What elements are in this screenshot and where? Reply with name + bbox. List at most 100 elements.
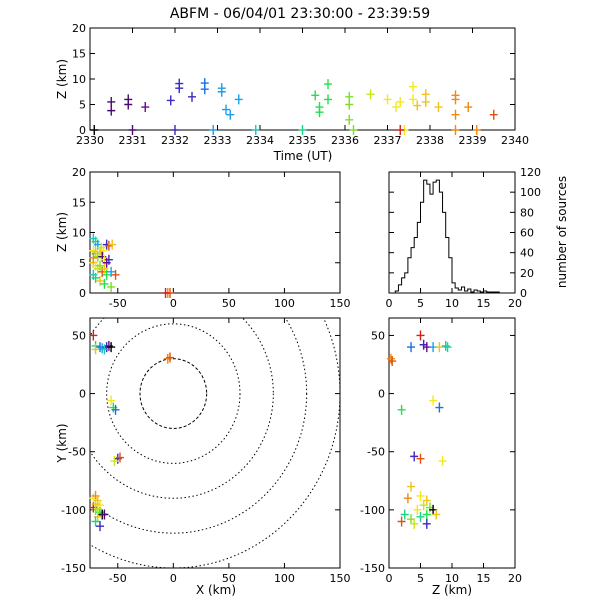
xz-ytick-label: 10 [72,227,86,240]
time-xtick-label: 2338 [416,134,444,147]
zy-source-point [441,340,450,351]
xy-source-point [166,352,174,363]
panel-plan-view: -50 0 50 100 150 -150 -100 -50 0 50 X (km) Y (km) [55,317,351,597]
hist-xtick-label: 10 [445,297,459,310]
xz-xtick-label: 150 [330,297,351,310]
time-xlabel: Time (UT) [273,149,333,163]
hist-ytick-label: 100 [520,186,541,199]
zy-xlabel: Z (km) [432,583,472,597]
zy-xtick-label: 0 [386,572,393,585]
time-ytick-label: 20 [72,22,86,35]
time-source-point [107,105,116,116]
xy-ytick-label: 50 [72,329,86,342]
zy-source-point [435,342,444,353]
xy-source-point [100,344,109,355]
time-source-point [124,99,133,110]
hist-xtick-label: 0 [386,297,393,310]
xy-ylabel: Y (km) [55,423,69,463]
xy-source-point [89,330,98,341]
xy-source-point [91,499,100,510]
time-source-point [315,107,324,118]
xz-source-point [91,272,100,283]
xz-source-point [107,266,116,277]
time-source-point [472,125,481,135]
time-ytick-label: 5 [79,99,86,112]
zy-ytick-label: 50 [371,329,385,342]
time-source-point [409,81,417,92]
hist-ytick-label: 20 [520,267,534,280]
time-source-point [298,125,307,135]
xz-xtick-label: 100 [274,297,295,310]
zy-source-point [403,493,412,504]
time-source-point [209,125,218,135]
xy-source-point [110,456,119,467]
hist-ytick-label: 120 [520,166,541,179]
xy-xtick-label: 150 [330,572,351,585]
xz-source-point [107,281,116,292]
xz-source-point [104,254,113,265]
time-source-point [396,125,405,135]
xy-xtick-label: -50 [109,572,127,585]
panel-time-height: 2330 2331 2332 2333 2334 2335 2336 2337 2338 2339… [55,22,529,163]
xz-xtick-label: -50 [109,297,127,310]
xy-frame [89,317,341,569]
zy-source-point [443,342,452,353]
range-ring [90,318,340,568]
zy-xtick-label: 10 [445,572,459,585]
xy-xtick-label: 50 [222,572,236,585]
zy-source-point [400,509,409,520]
xy-xlabel: X (km) [196,583,236,597]
zy-source-point [422,518,431,529]
xz-source-point [100,278,109,289]
xz-ytick-label: 5 [79,257,86,270]
xy-xtick-label: 0 [170,572,177,585]
time-source-point [345,114,354,125]
xz-source-point [91,246,100,257]
zy-source-point [416,490,425,501]
zy-source-point [386,353,395,364]
xy-xtick-label: 100 [274,572,295,585]
xz-ytick-label: 20 [72,166,86,179]
hist-ytick-label: 40 [520,247,534,260]
xy-ytick-label: -150 [61,562,86,575]
zy-source-point [407,481,416,492]
time-xtick-label: 2335 [289,134,317,147]
zy-source-point [397,404,406,415]
time-ytick-label: 10 [72,73,86,86]
panel-x-height: -50 0 50 100 150 0 5 10 15 20 Z (km) [55,166,351,310]
time-source-point [421,96,430,107]
zy-xtick-label: 15 [477,572,491,585]
time-source-point [251,125,260,135]
zy-source-point [432,509,441,520]
panel-xz-frame [89,171,341,294]
time-ytick-label: 0 [79,124,86,137]
time-xtick-label: 2331 [119,134,147,147]
time-source-point [222,104,230,115]
zy-ytick-label: -50 [367,446,385,459]
time-xtick-label: 2330 [76,134,104,147]
xy-ytick-label: -50 [68,446,86,459]
zy-source-point [416,453,425,464]
time-source-point [234,94,243,105]
panel-height-y: 0 5 10 15 20 -150 -100 -50 0 50 Z (km) [360,317,522,597]
xz-xtick-label: 50 [222,297,236,310]
zy-source-point [416,511,425,522]
xz-source-point [89,252,98,263]
time-source-point [171,125,179,135]
zy-ytick-label: -150 [360,562,385,575]
xz-ylabel: Z (km) [55,212,69,252]
time-xtick-label: 2332 [161,134,189,147]
time-source-point [489,109,498,120]
time-source-point [366,89,375,100]
time-source-point [324,79,332,90]
time-source-point [464,102,473,113]
time-xtick-label: 2336 [331,134,359,147]
time-source-point [434,102,443,113]
hist-ytick-label: 80 [520,206,534,219]
zy-ytick-label: -100 [360,504,385,517]
time-source-point [128,125,137,135]
zy-source-point [413,504,422,515]
chart-title: ABFM - 06/04/01 23:30:00 - 23:39:59 [170,6,430,22]
